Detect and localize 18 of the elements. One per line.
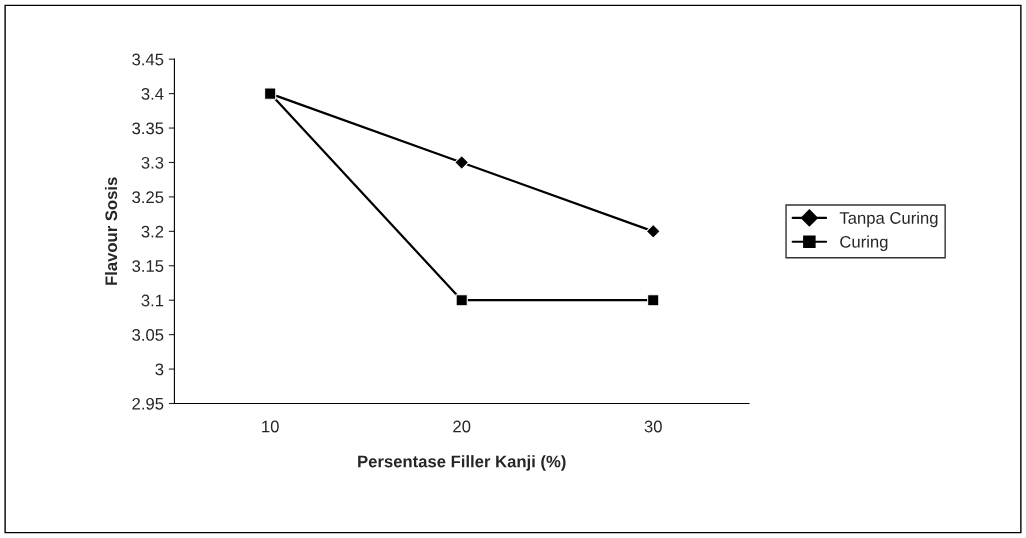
y-tick-label: 3.3 bbox=[141, 156, 164, 169]
y-tick-label: 3.25 bbox=[132, 191, 164, 204]
y-tick-label: 3.2 bbox=[141, 225, 164, 238]
x-tick-label: 10 bbox=[262, 420, 279, 433]
legend-label: Curing bbox=[840, 235, 888, 252]
y-tick-label: 3.15 bbox=[132, 260, 164, 272]
y-tick-label: 3.35 bbox=[132, 122, 164, 135]
y-tick-label: 3.1 bbox=[141, 294, 164, 307]
x-axis-title: Persentase Filler Kanji (%) bbox=[358, 455, 566, 471]
y-tick-label: 3.45 bbox=[132, 53, 164, 66]
y-tick-label: 3.4 bbox=[141, 88, 164, 100]
y-tick-label: 2.95 bbox=[132, 397, 164, 410]
x-tick-label: 30 bbox=[644, 420, 662, 433]
y-tick-label: 3.05 bbox=[132, 329, 164, 341]
y-axis-title: Flavour Sosis bbox=[104, 177, 118, 285]
y-tick-label: 3 bbox=[155, 363, 164, 376]
x-tick-label: 20 bbox=[453, 420, 471, 433]
legend-label: Tanpa Curing bbox=[839, 211, 938, 228]
